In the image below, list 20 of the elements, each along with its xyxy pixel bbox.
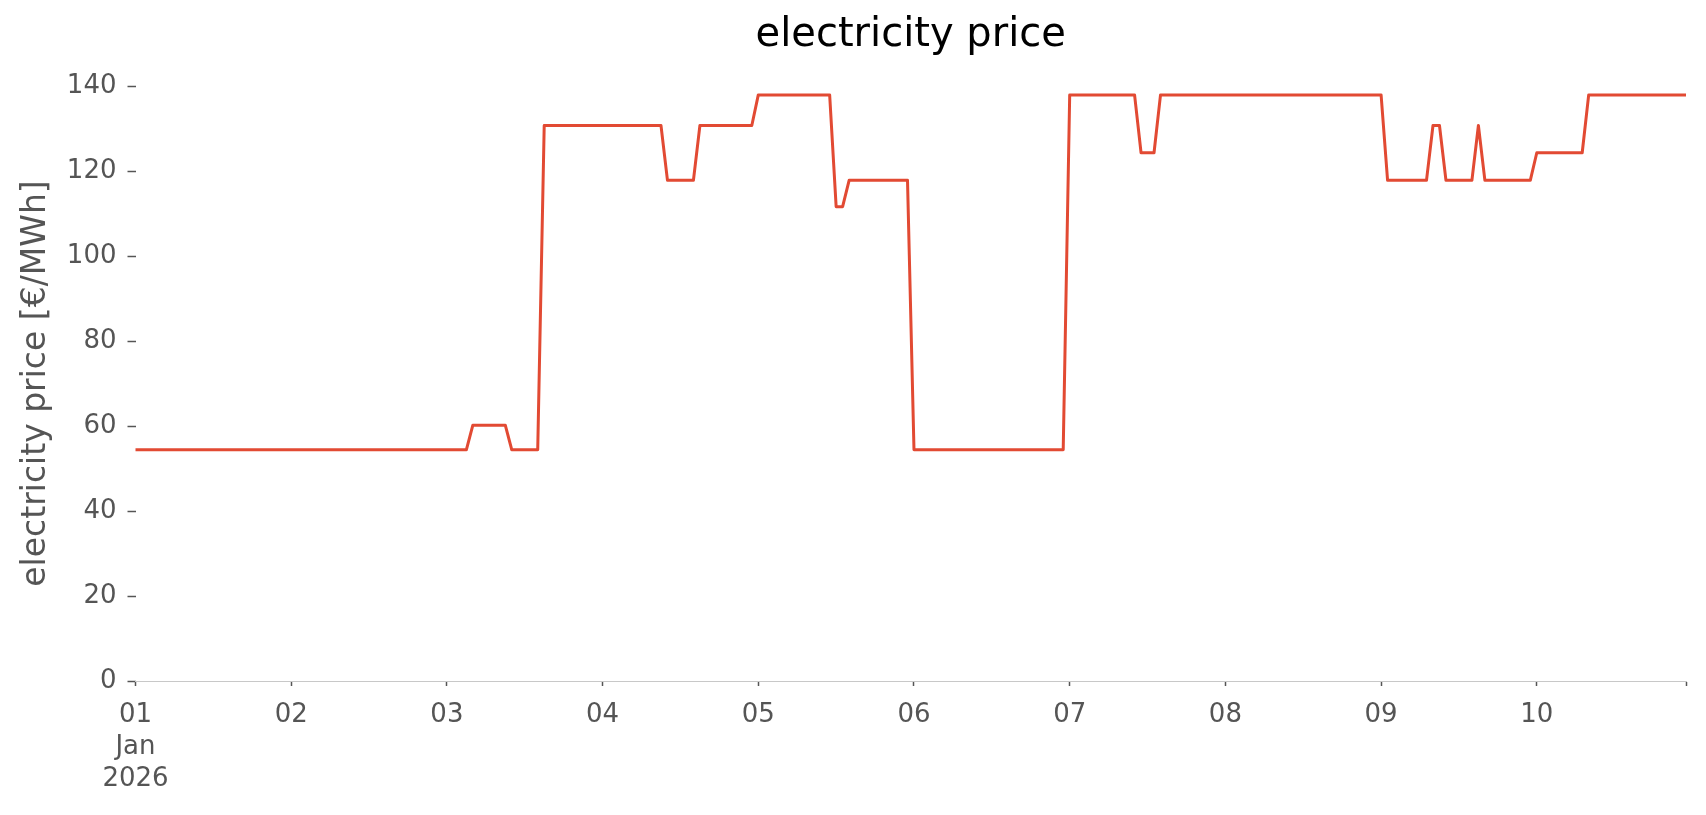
y-tick-label: 80 xyxy=(83,323,117,354)
x-tick-label: 02 xyxy=(274,697,308,728)
y-tick-label: 140 xyxy=(66,68,117,99)
x-tick-label: 06 xyxy=(897,697,931,728)
x-tick-label: 05 xyxy=(741,697,775,728)
x-tick-label: 09 xyxy=(1364,697,1398,728)
x-tick-label: 07 xyxy=(1053,697,1087,728)
y-tick-label: 0 xyxy=(99,663,117,694)
y-tick-label: 100 xyxy=(66,238,117,269)
chart-title: electricity price xyxy=(755,9,1066,56)
y-tick-label: 40 xyxy=(83,493,117,524)
y-tick-label: 60 xyxy=(83,408,117,439)
x-tick-label: 08 xyxy=(1208,697,1242,728)
x-tick-label: 04 xyxy=(586,697,620,728)
y-axis-title: electricity price [€/MWh] xyxy=(14,180,54,587)
x-tick-label: 03 xyxy=(430,697,464,728)
x-tick-label: 01 Jan 2026 xyxy=(102,697,169,792)
x-tick-label: 10 xyxy=(1520,697,1554,728)
y-tick-label: 120 xyxy=(66,153,117,184)
y-tick-label: 20 xyxy=(83,578,117,609)
